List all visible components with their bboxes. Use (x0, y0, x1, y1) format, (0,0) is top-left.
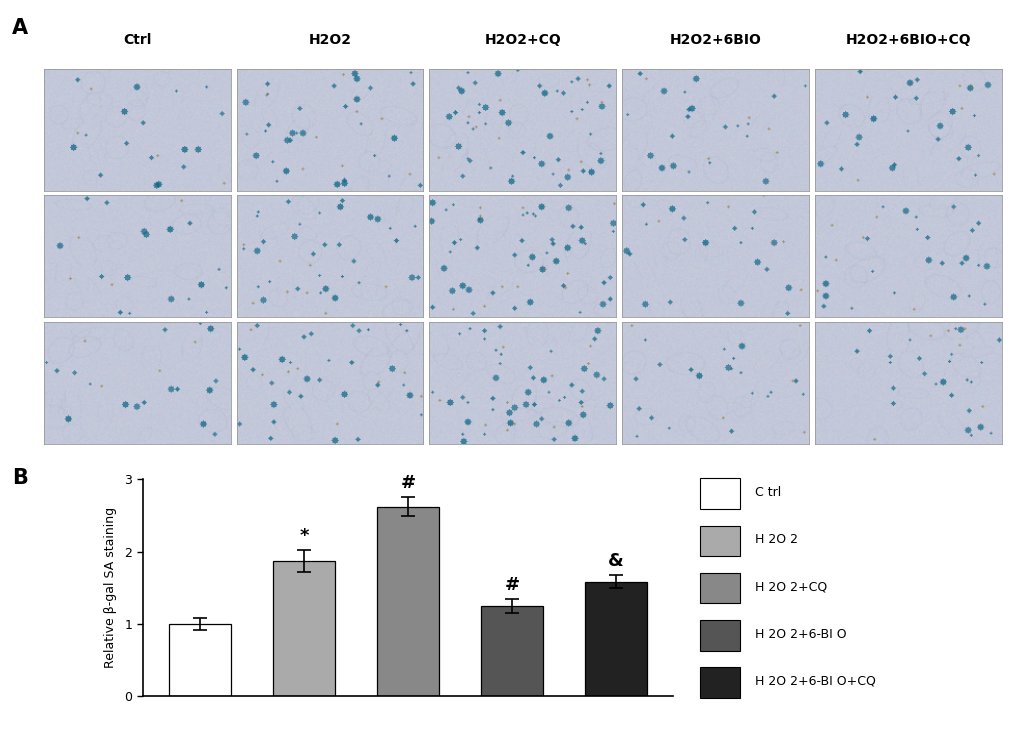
Bar (584, 582, 647, 696)
Text: H 2O 2+6-BI O+CQ: H 2O 2+6-BI O+CQ (754, 675, 875, 688)
Bar (168, 624, 231, 696)
Text: B: B (12, 468, 29, 488)
FancyBboxPatch shape (699, 620, 739, 651)
Text: #: # (400, 474, 415, 492)
Text: C trl: C trl (754, 486, 781, 499)
Text: H2O2+6BIO+CQ: H2O2+6BIO+CQ (845, 33, 970, 47)
FancyBboxPatch shape (699, 525, 739, 556)
Bar (272, 561, 335, 696)
Text: #: # (504, 576, 519, 593)
Text: H 2O 2+6-BI O: H 2O 2+6-BI O (754, 628, 846, 640)
Text: A: A (12, 18, 29, 38)
FancyBboxPatch shape (699, 667, 739, 698)
Bar (480, 606, 543, 696)
Text: &: & (607, 552, 624, 570)
Text: H 2O 2: H 2O 2 (754, 534, 797, 546)
Bar (376, 506, 439, 696)
Text: H2O2+CQ: H2O2+CQ (484, 33, 560, 47)
FancyBboxPatch shape (699, 573, 739, 604)
Text: *: * (299, 527, 309, 545)
Text: H 2O 2+CQ: H 2O 2+CQ (754, 581, 826, 593)
Y-axis label: Relative β-gal SA staining: Relative β-gal SA staining (104, 507, 117, 668)
FancyBboxPatch shape (699, 478, 739, 509)
Text: H2O2+6BIO: H2O2+6BIO (668, 33, 761, 47)
Text: H2O2: H2O2 (308, 33, 352, 47)
Text: Ctrl: Ctrl (123, 33, 151, 47)
